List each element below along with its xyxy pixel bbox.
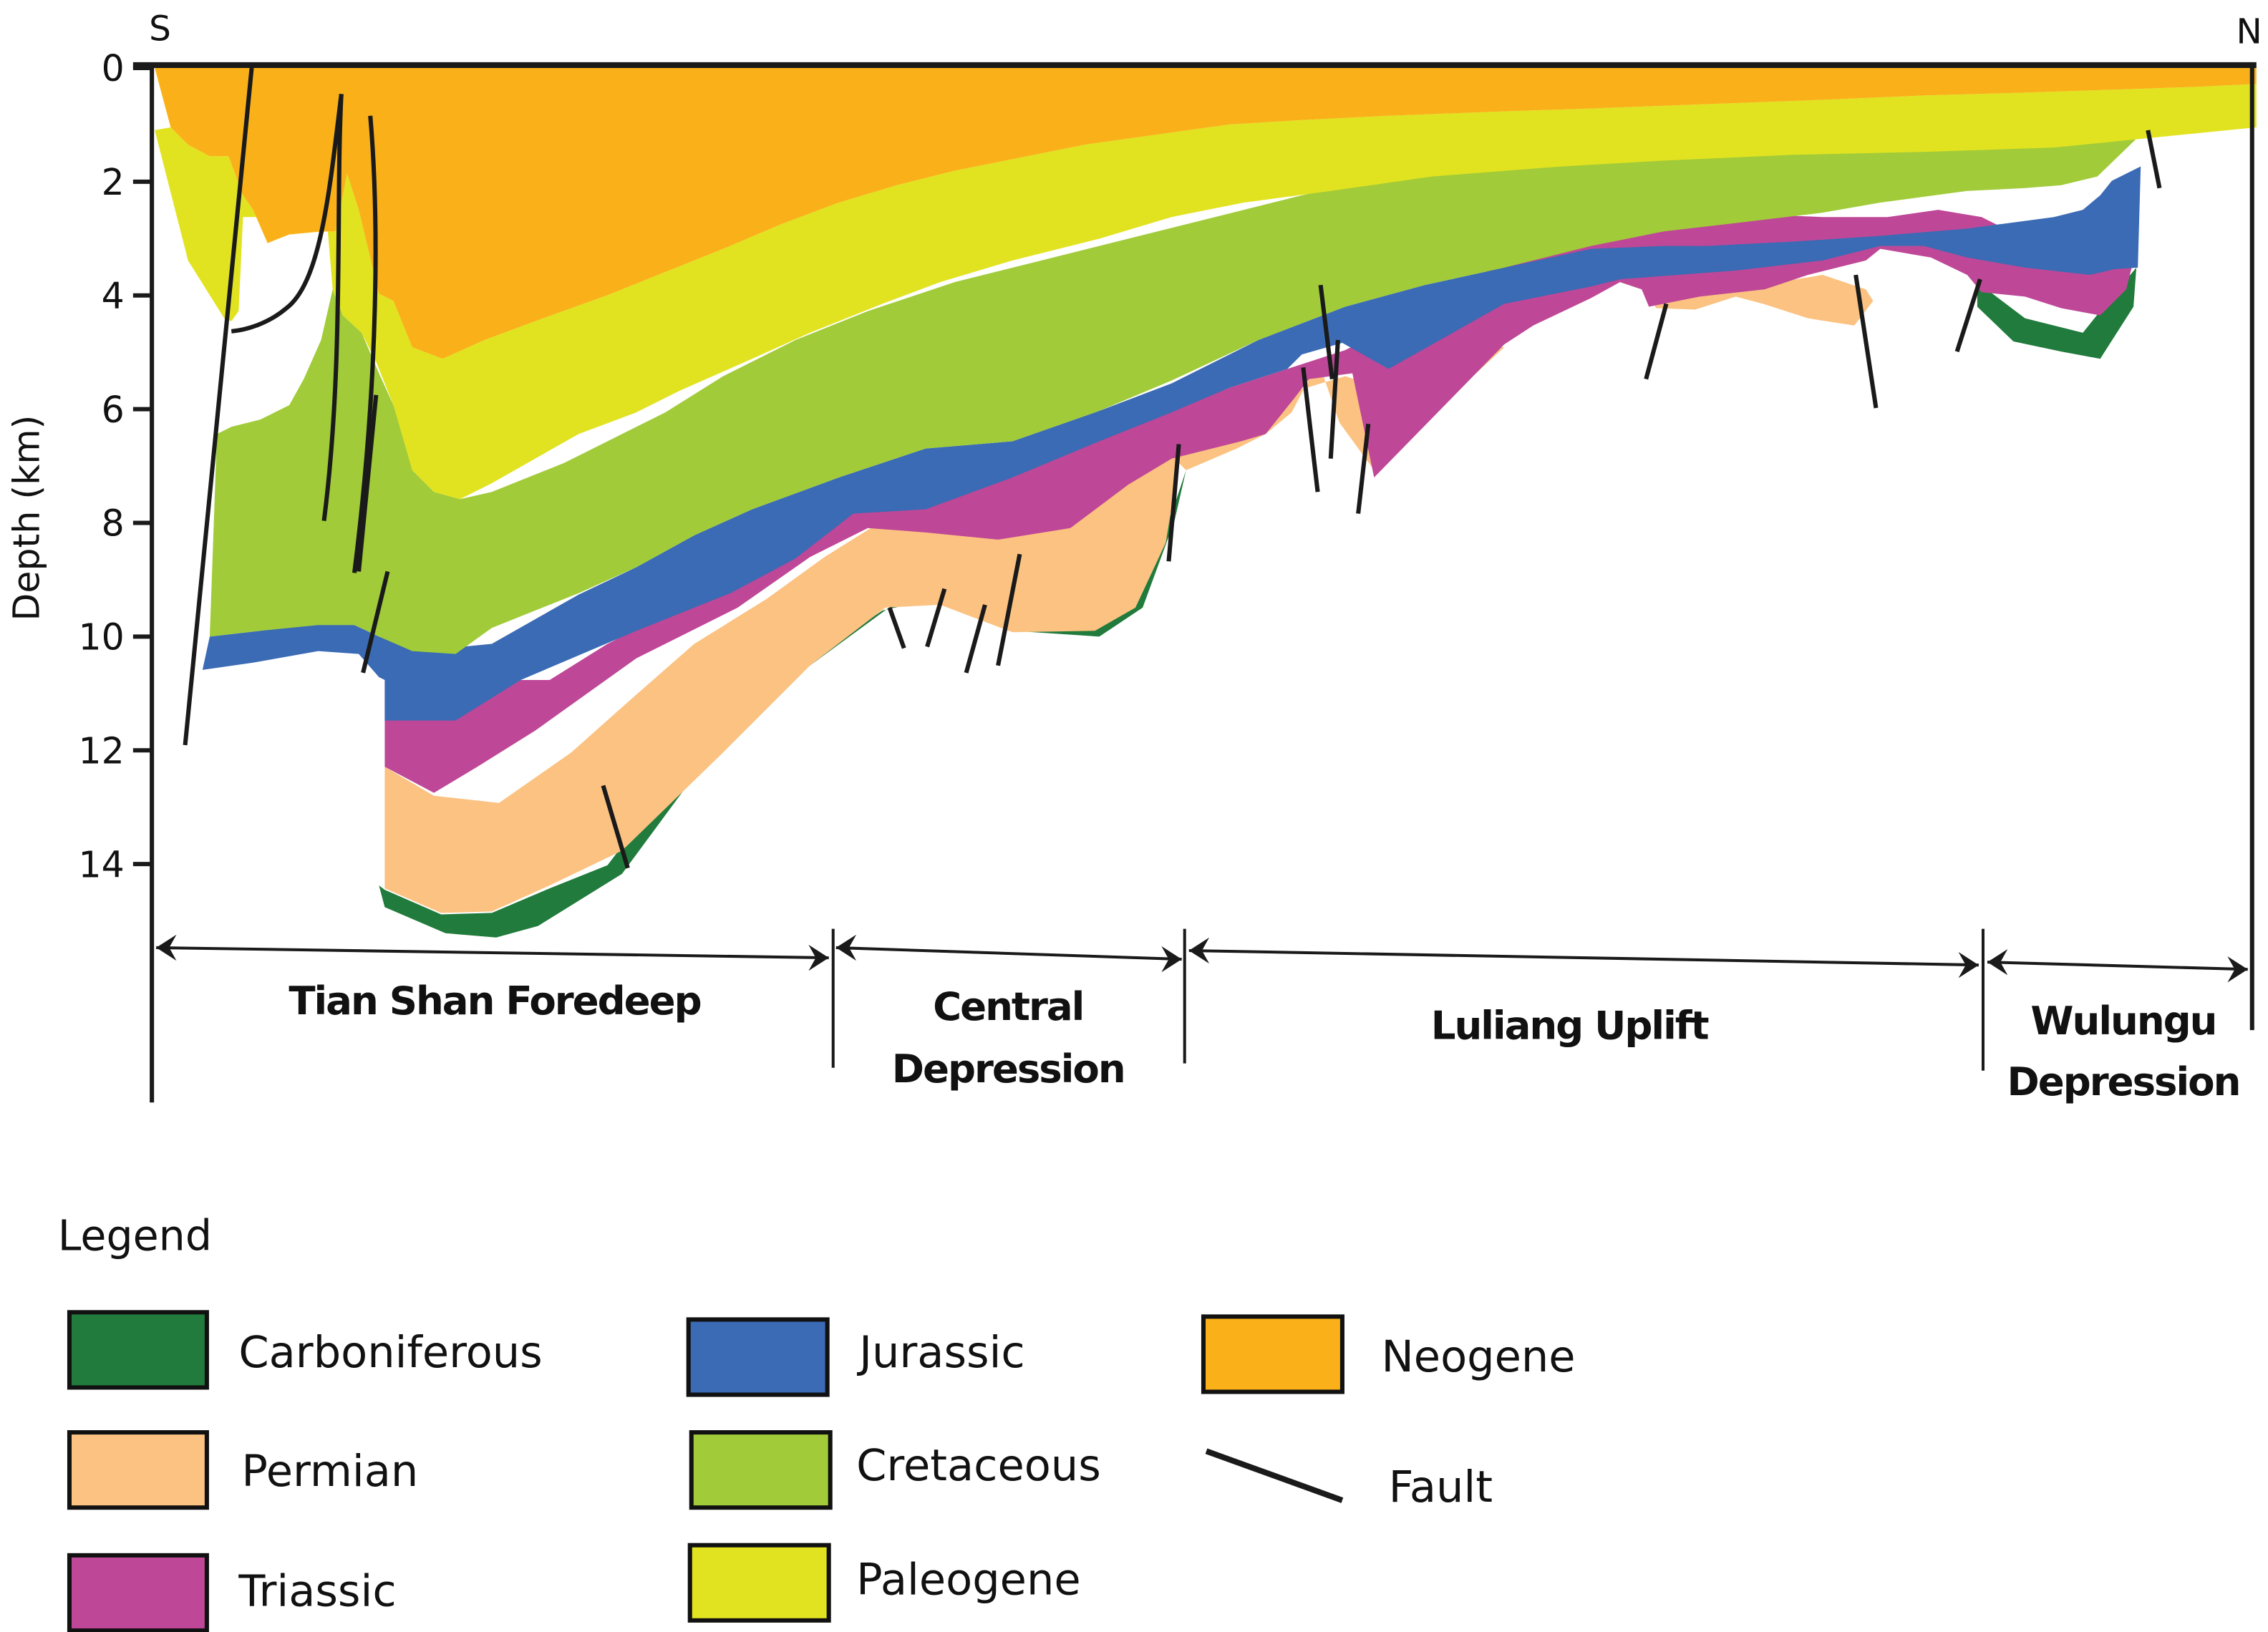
south-label: S xyxy=(149,9,171,49)
region-arrows xyxy=(156,934,2248,983)
fault-line xyxy=(357,394,379,572)
region-label-central-line1: Central xyxy=(933,983,1083,1029)
fault-line xyxy=(2146,130,2162,189)
region-label-luliang-uplift: Luliang Uplift xyxy=(1431,1002,1709,1048)
layer-triassic xyxy=(384,210,2137,793)
region-span-line xyxy=(1987,961,2248,971)
depth-tick-label: 8 xyxy=(102,502,125,545)
fault-line xyxy=(361,570,390,674)
legend-swatch-permian xyxy=(67,1430,209,1510)
layer-cretaceous xyxy=(209,134,2141,654)
region-span-line xyxy=(1188,948,1979,967)
depth-tick-label: 4 xyxy=(102,275,125,317)
layer-jurassic xyxy=(202,166,2141,721)
region-span-line xyxy=(156,946,829,960)
legend-label-permian: Permian xyxy=(241,1447,418,1497)
fault-line xyxy=(601,785,630,869)
region-label-tian-shan-foredeep: Tian Shan Foredeep xyxy=(289,978,700,1024)
fault-line xyxy=(231,94,344,334)
faults xyxy=(183,67,2162,869)
legend-item-triassic: Triassic xyxy=(67,1553,397,1632)
legend-label-jurassic: Jurassic xyxy=(856,1328,1025,1378)
arrowhead-right-icon xyxy=(1958,952,1979,978)
fault-line xyxy=(1644,303,1669,380)
legend-swatch-cretaceous xyxy=(689,1430,833,1510)
north-label: N xyxy=(2236,12,2262,52)
layer-permian xyxy=(1642,275,1874,326)
fault-line xyxy=(964,604,987,674)
legend-swatch-jurassic xyxy=(686,1317,830,1397)
depth-tick-label: 2 xyxy=(102,161,125,203)
legend-item-cretaceous: Cretaceous xyxy=(689,1430,1101,1510)
legend-item-neogene: Neogene xyxy=(1201,1314,1576,1394)
legend-fault-line-icon xyxy=(1205,1448,1344,1503)
legend-swatch-paleogene xyxy=(687,1543,831,1623)
arrowhead-left-icon xyxy=(156,934,177,961)
layer-carboniferous xyxy=(1977,267,2137,359)
region-label-central-line2: Depression xyxy=(892,1046,1125,1092)
layer-permian xyxy=(384,344,1505,913)
legend-label-carboniferous: Carboniferous xyxy=(238,1328,542,1378)
fault-line xyxy=(352,115,378,573)
strata-layers xyxy=(155,68,2257,938)
legend-item-carboniferous: Carboniferous xyxy=(67,1310,543,1390)
fault-line xyxy=(1853,274,1879,409)
legend-swatch-triassic xyxy=(67,1553,209,1632)
fault-line xyxy=(1301,367,1320,492)
legend-label-fault: Fault xyxy=(1389,1462,1493,1512)
depth-tick-label: 6 xyxy=(102,389,125,431)
legend-item-fault: Fault xyxy=(1205,1448,1493,1512)
legend-label-neogene: Neogene xyxy=(1381,1332,1575,1382)
fault-line xyxy=(887,606,906,649)
fault-line xyxy=(1328,339,1340,459)
depth-tick-label: 12 xyxy=(78,729,124,772)
region-span-line xyxy=(835,946,1182,961)
fault-line xyxy=(183,67,254,746)
legend-swatch-neogene xyxy=(1201,1314,1344,1394)
region-label-wulungu-line1: Wulungu xyxy=(2030,998,2216,1044)
depth-tick-label: 14 xyxy=(78,843,124,885)
depth-tick-label: 0 xyxy=(102,47,125,89)
legend-label-triassic: Triassic xyxy=(238,1567,396,1617)
fault-line xyxy=(1356,423,1371,514)
region-spans: Tian Shan Foredeep Central Depression Lu… xyxy=(156,928,2248,1104)
arrowhead-left-icon xyxy=(1188,937,1210,964)
fault-line xyxy=(1954,278,1982,353)
fault-line xyxy=(1318,284,1334,379)
depth-axis-ticks: 0 2 4 6 8 10 12 14 xyxy=(78,47,152,885)
fault-line xyxy=(1166,444,1181,562)
legend-item-permian: Permian xyxy=(67,1430,418,1510)
arrowhead-left-icon xyxy=(1987,948,2008,976)
legend-label-cretaceous: Cretaceous xyxy=(856,1441,1101,1491)
legend-label-paleogene: Paleogene xyxy=(856,1555,1081,1605)
arrowhead-left-icon xyxy=(835,934,857,961)
layer-paleogene xyxy=(155,84,2257,500)
layer-neogene xyxy=(155,68,2257,359)
section-frame xyxy=(132,62,2257,1103)
depth-tick-label: 10 xyxy=(78,616,124,659)
region-label-wulungu-line2: Depression xyxy=(2007,1059,2240,1104)
arrowhead-right-icon xyxy=(808,944,829,971)
fault-line xyxy=(925,588,947,648)
arrowhead-right-icon xyxy=(1161,946,1182,973)
legend-item-paleogene: Paleogene xyxy=(687,1543,1081,1623)
legend: Legend Carboniferous Permian Triassic Ju… xyxy=(58,1211,1576,1632)
legend-swatch-carboniferous xyxy=(67,1310,209,1390)
legend-title: Legend xyxy=(58,1211,212,1260)
fault-line xyxy=(996,553,1022,666)
legend-item-jurassic: Jurassic xyxy=(686,1317,1025,1397)
depth-axis-title: Depth (km) xyxy=(6,415,48,621)
fault-line xyxy=(321,94,344,522)
arrowhead-right-icon xyxy=(2227,956,2248,983)
